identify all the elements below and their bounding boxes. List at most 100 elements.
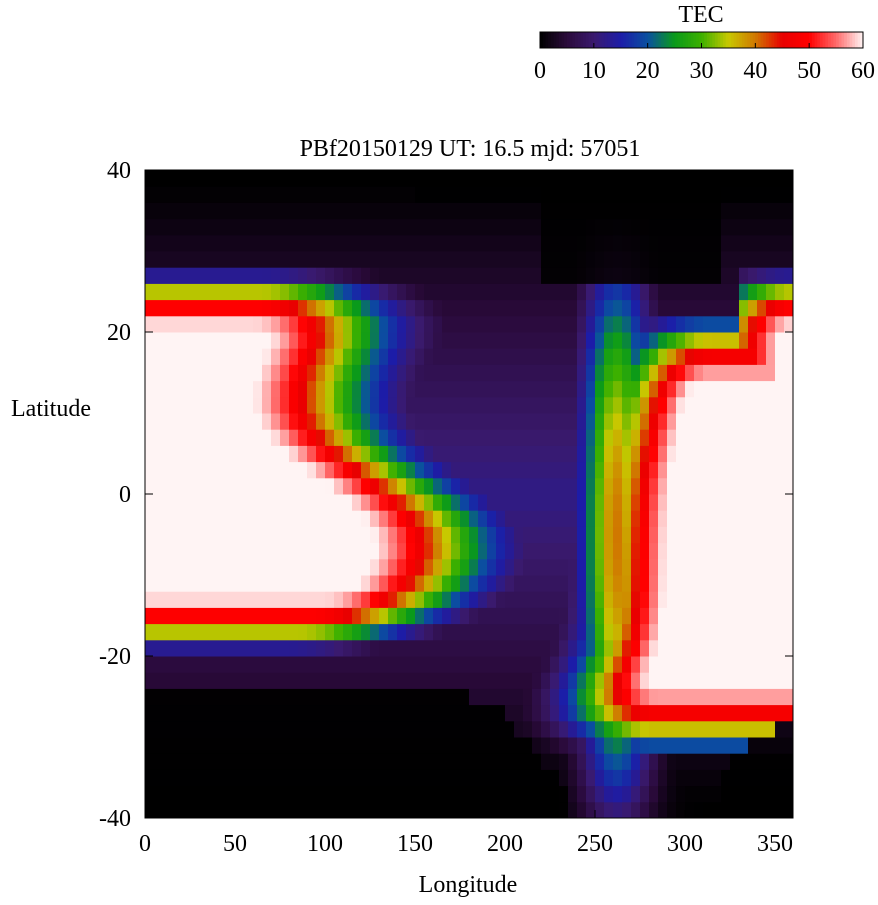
heatmap-cell [649,704,659,722]
heatmap-cell [352,364,362,382]
heatmap-cell [775,315,785,333]
heatmap-cell [631,234,641,252]
heatmap-cell [289,461,299,479]
heatmap-cell [478,494,488,511]
heatmap-cell [226,429,236,446]
heatmap-cell [244,753,254,770]
heatmap-cell [154,299,164,317]
heatmap-cell [388,672,398,689]
heatmap-cell [739,170,749,187]
heatmap-cell [451,348,461,365]
heatmap-cell [676,445,686,463]
heatmap-cell [730,639,740,657]
heatmap-cell [163,283,173,301]
heatmap-cell [325,267,335,284]
heatmap-cell [388,267,398,284]
heatmap-cell [442,656,452,673]
heatmap-cell [595,461,605,479]
heatmap-cell [622,202,632,220]
heatmap-cell [487,688,497,706]
heatmap-cell [685,769,695,787]
heatmap-cell [307,494,317,511]
heatmap-cell [748,477,758,495]
heatmap-cell [208,672,218,689]
heatmap-cell [199,639,209,657]
heatmap-cell [415,251,425,268]
heatmap-cell [325,477,335,495]
heatmap-cell [604,234,614,252]
heatmap-cell [568,396,578,414]
heatmap-cell [703,283,713,301]
heatmap-cell [613,801,623,819]
heatmap-cell [163,526,173,544]
heatmap-cell [775,251,785,268]
heatmap-cell [460,639,470,657]
heatmap-cell [784,785,794,803]
heatmap-cell [784,607,794,625]
heatmap-cell [334,461,344,479]
heatmap-cell [397,445,407,463]
heatmap-cell [163,785,173,803]
colorbar-swatch [574,32,579,48]
heatmap-cell [469,348,479,365]
heatmap-cell [289,785,299,803]
heatmap-cell [451,283,461,301]
heatmap-cell [172,720,182,738]
heatmap-cell [514,591,524,608]
heatmap-cell [478,251,488,268]
heatmap-cell [235,445,245,463]
heatmap-cell [361,380,371,398]
heatmap-cell [649,299,659,317]
heatmap-cell [712,186,722,203]
heatmap-cell [379,575,389,592]
heatmap-cell [586,413,596,430]
heatmap-cell [172,396,182,414]
heatmap-cell [712,672,722,689]
heatmap-cell [559,315,569,333]
heatmap-cell [748,785,758,803]
heatmap-cell [712,315,722,333]
heatmap-cell [775,461,785,479]
heatmap-cell [217,672,227,689]
heatmap-cell [505,267,515,284]
heatmap-cell [190,429,200,446]
heatmap-cell [217,299,227,317]
heatmap-cell [685,283,695,301]
heatmap-cell [568,542,578,560]
colorbar-swatch [717,32,721,48]
heatmap-cell [298,704,308,722]
heatmap-cell [145,348,155,365]
heatmap-cell [577,510,587,527]
heatmap-cell [487,510,497,527]
heatmap-cell [361,186,371,203]
heatmap-cell [145,218,155,236]
heatmap-cell [370,494,380,511]
heatmap-cell [343,461,353,479]
heatmap-cell [748,558,758,576]
heatmap-cell [388,186,398,203]
heatmap-cell [172,769,182,787]
heatmap-cell [775,218,785,236]
heatmap-cell [379,429,389,446]
heatmap-cell [460,672,470,689]
heatmap-cell [154,413,164,430]
heatmap-cell [199,769,209,787]
heatmap-cell [415,429,425,446]
heatmap-cell [397,413,407,430]
heatmap-cell [433,720,443,738]
heatmap-cell [694,542,704,560]
heatmap-cell [433,364,443,382]
heatmap-cell [424,720,434,738]
colorbar-swatch [755,32,759,48]
heatmap-cell [541,364,551,382]
heatmap-cell [307,542,317,560]
colorbar-swatch [669,32,673,48]
heatmap-cell [460,315,470,333]
heatmap-cell [226,656,236,673]
heatmap-cell [703,461,713,479]
heatmap-cell [739,299,749,317]
heatmap-cell [667,202,677,220]
heatmap-cell [235,170,245,187]
heatmap-cell [190,542,200,560]
heatmap-cell [235,785,245,803]
